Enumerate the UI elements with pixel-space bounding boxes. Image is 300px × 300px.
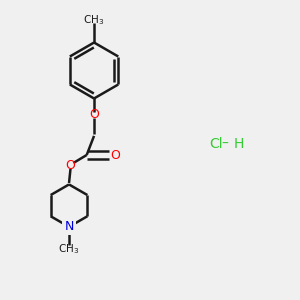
Text: CH$_3$: CH$_3$ [83, 14, 105, 27]
Text: O: O [89, 108, 99, 121]
Text: Cl: Cl [209, 137, 223, 151]
Text: O: O [66, 159, 75, 172]
Text: –: – [222, 137, 229, 151]
Text: H: H [234, 137, 244, 151]
Text: O: O [110, 148, 120, 161]
Text: N: N [64, 220, 74, 233]
Text: CH$_3$: CH$_3$ [58, 242, 80, 256]
